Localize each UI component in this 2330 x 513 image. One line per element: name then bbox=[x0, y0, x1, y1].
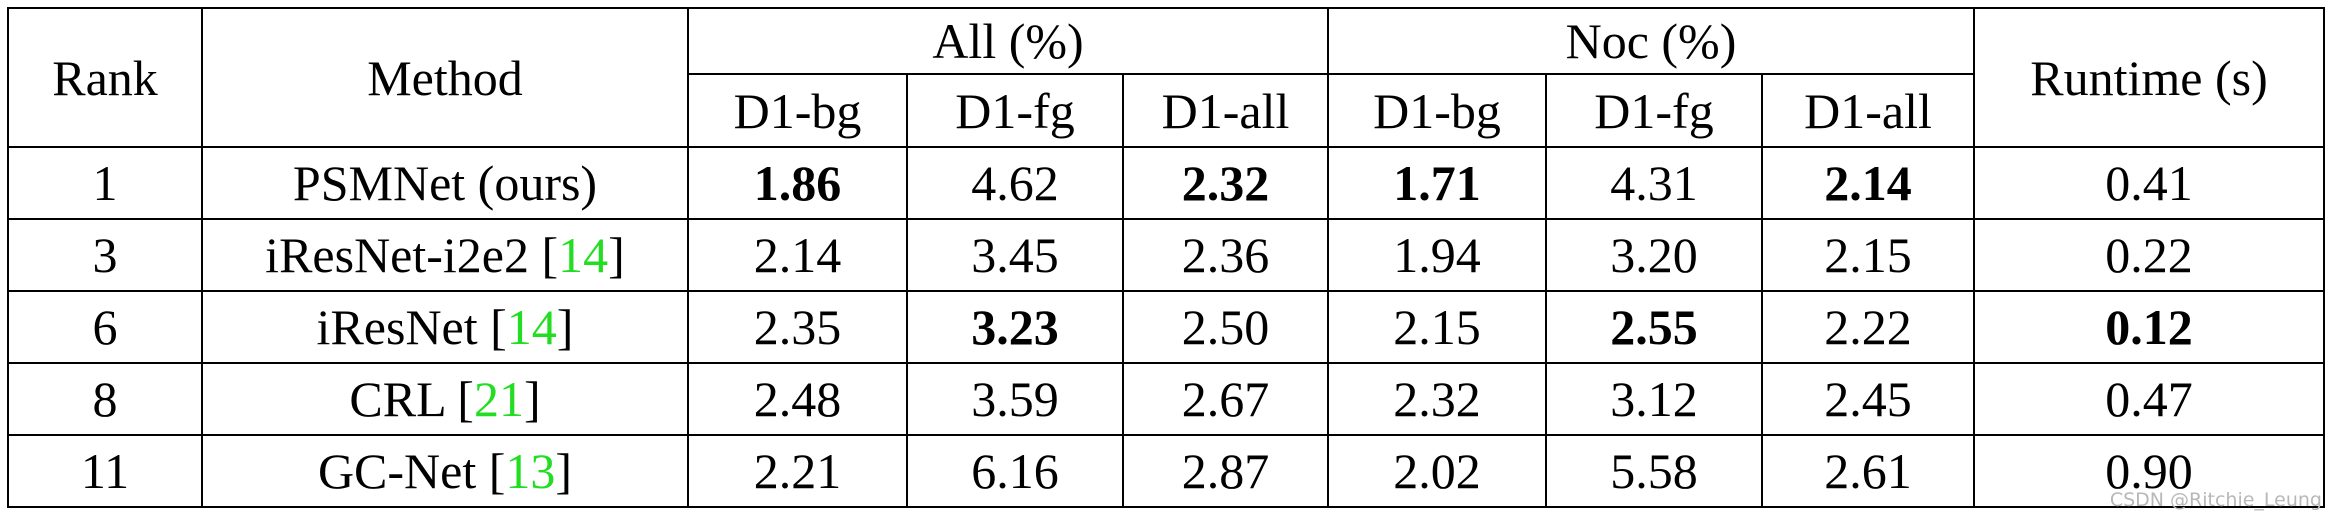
data-row: 3 iResNet-i2e2 [14] 2.14 3.45 2.36 1.94 3.20 2.… bbox=[7, 218, 2325, 292]
results-table: Rank Method All (%) Noc (%) Runtime (s) … bbox=[7, 7, 2325, 508]
value-cell: 0.90 bbox=[1973, 434, 2325, 508]
value-cell: 3.59 bbox=[906, 362, 1124, 436]
value-cell: 2.15 bbox=[1327, 290, 1547, 364]
citation: 13 bbox=[505, 443, 556, 499]
value-cell: 2.50 bbox=[1122, 290, 1329, 364]
watermark: CSDN @Ritchie_Leung bbox=[2109, 489, 2322, 511]
value-cell: 2.21 bbox=[687, 434, 908, 508]
value-cell: 3.45 bbox=[906, 218, 1124, 292]
value-cell: 2.22 bbox=[1761, 290, 1975, 364]
value-cell: 3.20 bbox=[1545, 218, 1763, 292]
subheader-row: D1-bg D1-fg D1-all D1-bg D1-fg D1-all bbox=[8, 73, 2324, 148]
citation: ] bbox=[523, 371, 541, 427]
rank-cell: 1 bbox=[7, 146, 203, 220]
value-cell: 2.32 bbox=[1327, 362, 1547, 436]
citation: [ bbox=[541, 227, 559, 283]
value-cell: 5.58 bbox=[1545, 434, 1763, 508]
method-cell: CRL [21] bbox=[201, 362, 689, 436]
subheader-cell: D1-bg bbox=[1327, 73, 1547, 148]
value-cell: 2.45 bbox=[1761, 362, 1975, 436]
value-cell: 4.31 bbox=[1545, 146, 1763, 220]
group-header: Noc (%) bbox=[1327, 7, 1975, 75]
value-cell: 2.55 bbox=[1545, 290, 1763, 364]
value-cell: 1.71 bbox=[1327, 146, 1547, 220]
value-cell: 6.16 bbox=[906, 434, 1124, 508]
subheader-cell: D1-fg bbox=[1545, 73, 1763, 148]
method-cell: iResNet-i2e2 [14] bbox=[201, 218, 689, 292]
value-cell: 3.23 bbox=[906, 290, 1124, 364]
citation: ] bbox=[608, 227, 625, 283]
data-row: 1 PSMNet (ours) 1.86 4.62 2.32 1.71 4.31 2.14 0.… bbox=[7, 146, 2325, 220]
method-name: iResNet-i2e2 bbox=[265, 227, 529, 283]
value-cell: 2.48 bbox=[687, 362, 908, 436]
rank-cell: 3 bbox=[7, 218, 203, 292]
header-cell: Method bbox=[201, 7, 689, 148]
subheader-cell: D1-bg bbox=[687, 73, 908, 148]
citation: ] bbox=[555, 443, 573, 499]
method-cell: GC-Net [13] bbox=[201, 434, 689, 508]
method-name: PSMNet (ours) bbox=[292, 155, 598, 211]
value-cell: 2.02 bbox=[1327, 434, 1547, 508]
value-cell: 2.35 bbox=[687, 290, 908, 364]
value-cell: 0.41 bbox=[1973, 146, 2325, 220]
value-cell: 3.12 bbox=[1545, 362, 1763, 436]
data-row: 11 GC-Net [13] 2.21 6.16 2.87 2.02 5.58 2.61 0.9… bbox=[7, 434, 2325, 508]
method-name: GC-Net bbox=[317, 443, 477, 499]
citation: [ bbox=[488, 443, 506, 499]
header-row: Rank Method All (%) Noc (%) Runtime (s) bbox=[7, 7, 2325, 148]
method-cell: iResNet [14] bbox=[201, 290, 689, 364]
value-cell: 2.14 bbox=[1761, 146, 1975, 220]
table-body: Rank Method All (%) Noc (%) Runtime (s) … bbox=[7, 7, 2325, 508]
value-cell: 0.47 bbox=[1973, 362, 2325, 436]
method-name: CRL bbox=[349, 371, 445, 427]
method-cell: PSMNet (ours) bbox=[201, 146, 689, 220]
value-cell: 2.61 bbox=[1761, 434, 1975, 508]
citation: 14 bbox=[506, 299, 557, 355]
header-cell: Rank bbox=[7, 7, 203, 148]
value-cell: 1.86 bbox=[687, 146, 908, 220]
rank-cell: 11 bbox=[7, 434, 203, 508]
citation: [ bbox=[457, 371, 474, 427]
rank-cell: 6 bbox=[7, 290, 203, 364]
value-cell: 0.12 bbox=[1973, 290, 2325, 364]
subheader-cell: D1-all bbox=[1122, 73, 1329, 148]
data-row: 6 iResNet [14] 2.35 3.23 2.50 2.15 2.55 2.22 0.1… bbox=[7, 290, 2325, 364]
value-cell: 2.15 bbox=[1761, 218, 1975, 292]
subheader-cell: D1-fg bbox=[906, 73, 1124, 148]
citation: 21 bbox=[473, 371, 524, 427]
value-cell: 2.32 bbox=[1122, 146, 1329, 220]
header-cell: Runtime (s) bbox=[1973, 7, 2325, 148]
value-cell: 2.36 bbox=[1122, 218, 1329, 292]
value-cell: 2.14 bbox=[687, 218, 908, 292]
citation: 14 bbox=[558, 227, 609, 283]
value-cell: 4.62 bbox=[906, 146, 1124, 220]
value-cell: 1.94 bbox=[1327, 218, 1547, 292]
citation: ] bbox=[556, 299, 574, 355]
citation: [ bbox=[490, 299, 507, 355]
rank-cell: 8 bbox=[7, 362, 203, 436]
group-header: All (%) bbox=[687, 7, 1329, 75]
value-cell: 2.67 bbox=[1122, 362, 1329, 436]
subheader-cell: D1-all bbox=[1761, 73, 1975, 148]
data-row: 8 CRL [21] 2.48 3.59 2.67 2.32 3.12 2.45 0.47 bbox=[7, 362, 2325, 436]
method-name: iResNet bbox=[316, 299, 478, 355]
value-cell: 2.87 bbox=[1122, 434, 1329, 508]
value-cell: 0.22 bbox=[1973, 218, 2325, 292]
